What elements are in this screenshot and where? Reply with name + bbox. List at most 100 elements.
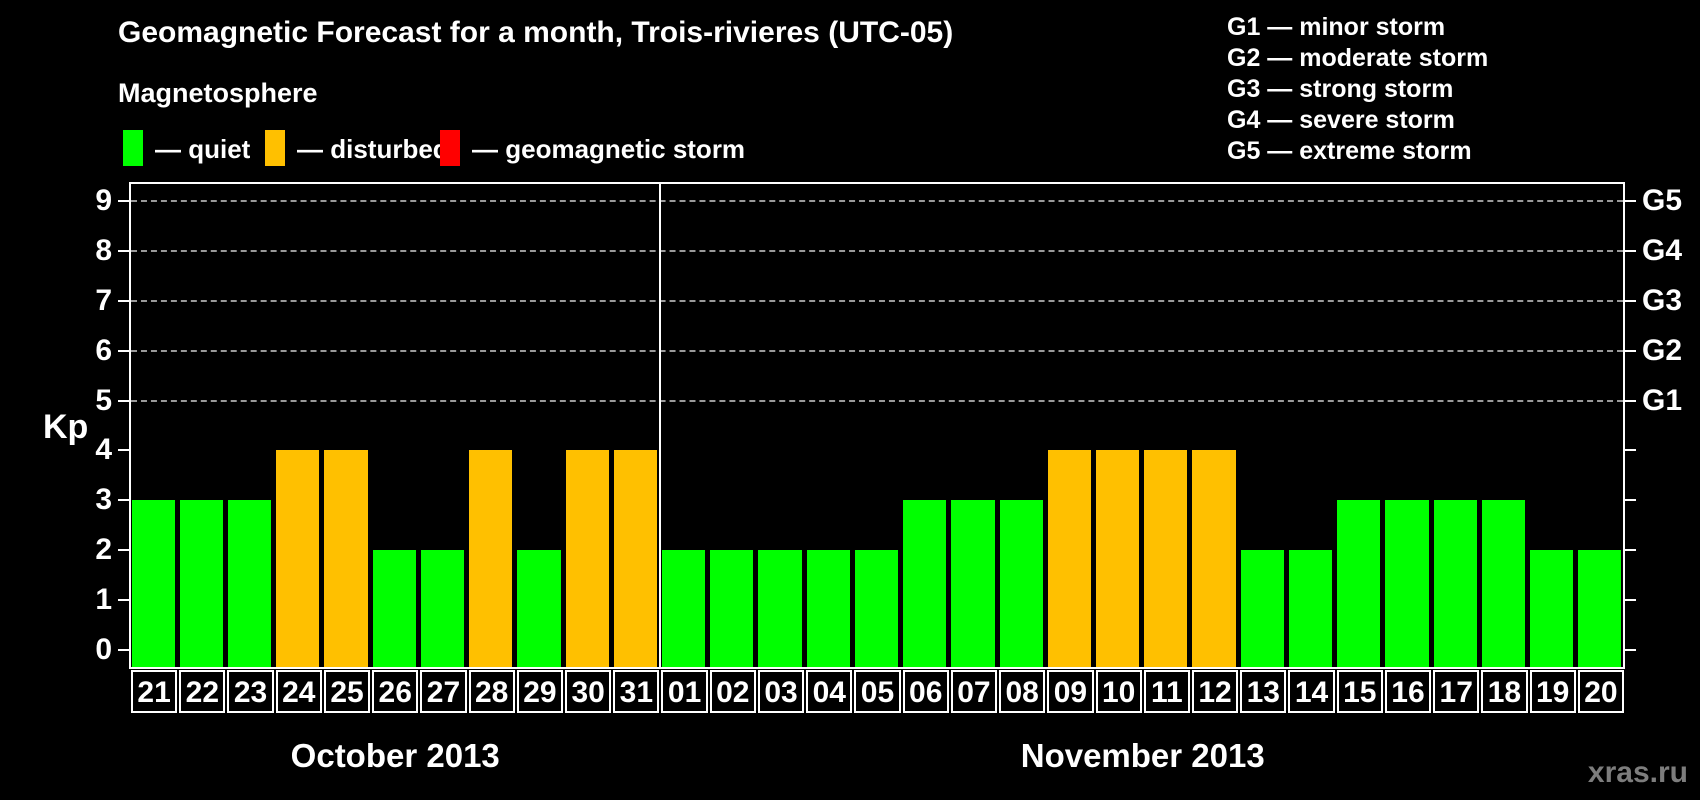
kp-bar-nov-01 [661,550,706,667]
kp-bar-nov-17 [1433,500,1477,667]
g-scale-legend: G1 — minor storm G2 — moderate storm G3 — … [1227,12,1488,167]
y-tick-left-5 [118,399,129,402]
day-label-nov-11: 11 [1143,670,1190,713]
day-label-oct-21: 21 [131,670,178,713]
y-tick-right-1 [1625,599,1636,602]
kp-bar-nov-12 [1192,450,1236,667]
y-tick-left-2 [118,549,129,552]
y-tick-label-7: 7 [95,283,112,317]
kp-bar-oct-28 [469,450,513,667]
gridline-kp-9 [131,199,1623,202]
kp-bar-oct-27 [420,550,465,667]
day-label-nov-01: 01 [661,670,708,713]
y-tick-left-1 [118,599,129,602]
day-label-oct-24: 24 [275,670,322,713]
day-label-oct-29: 29 [516,670,564,713]
gridline-kp-5 [131,399,1623,402]
gridline-kp-6 [131,349,1623,352]
day-label-nov-05: 05 [854,670,901,713]
kp-bar-nov-03 [758,550,802,667]
day-label-nov-20: 20 [1577,670,1624,713]
kp-bar-nov-06 [903,500,947,667]
kp-bar-nov-09 [1047,450,1091,667]
y-tick-right-6 [1625,349,1636,352]
y-tick-right-7 [1625,299,1636,302]
kp-bar-nov-04 [806,550,850,667]
y-tick-right-4 [1625,449,1636,452]
day-label-nov-12: 12 [1191,670,1239,713]
kp-bar-oct-21 [131,500,175,667]
y-tick-right-0 [1625,649,1636,651]
y-tick-left-3 [118,499,129,502]
day-label-nov-07: 07 [950,670,998,713]
y-tick-label-8: 8 [95,233,112,267]
legend-label-disturbed: — disturbed [297,134,449,164]
y-tick-right-9 [1625,199,1636,202]
day-label-nov-09: 09 [1047,670,1094,713]
watermark: xras.ru [1587,756,1688,789]
day-label-nov-13: 13 [1240,670,1287,713]
y-tick-right-8 [1625,249,1636,252]
day-label-oct-27: 27 [420,670,467,713]
kp-bar-oct-23 [227,500,272,667]
day-label-oct-31: 31 [613,670,660,713]
kp-bar-nov-14 [1288,550,1333,667]
y-tick-left-6 [118,349,129,352]
g-legend-item: G3 — strong storm [1227,75,1454,103]
month-separator [659,184,662,667]
y-tick-label-9: 9 [95,183,112,217]
y-tick-label-3: 3 [95,483,112,517]
y-tick-left-0 [118,649,129,651]
legend-swatch-quiet [123,130,143,166]
day-label-nov-08: 08 [999,670,1046,713]
g-level-label-G1: G1 [1642,383,1683,417]
y-tick-left-8 [118,249,129,252]
chart-subtitle: Magnetosphere [118,78,318,108]
g-level-label-G4: G4 [1642,233,1683,267]
g-legend-item: G5 — extreme storm [1227,137,1472,165]
y-tick-left-9 [118,199,129,202]
day-label-nov-14: 14 [1288,670,1335,713]
kp-bar-oct-29 [517,550,561,667]
g-level-label-G5: G5 [1642,183,1683,217]
legend-label-quiet: — quiet [155,134,251,164]
kp-bar-oct-30 [565,450,609,667]
day-label-nov-16: 16 [1384,670,1432,713]
g-legend-item: G1 — minor storm [1227,13,1446,41]
kp-bar-nov-05 [854,550,899,667]
y-tick-label-0: 0 [95,633,112,666]
y-tick-label-5: 5 [95,383,112,417]
kp-bar-nov-10 [1096,450,1140,667]
kp-bar-oct-24 [276,450,320,667]
kp-bar-nov-19 [1530,550,1574,667]
g-legend-item: G4 — severe storm [1227,106,1455,134]
kp-bar-nov-11 [1144,450,1188,667]
y-tick-label-4: 4 [95,433,112,467]
day-label-oct-22: 22 [179,670,226,713]
kp-bar-nov-20 [1578,550,1622,667]
gridline-kp-7 [131,299,1623,302]
day-label-oct-25: 25 [323,670,371,713]
day-label-oct-28: 28 [468,670,515,713]
y-tick-label-6: 6 [95,333,112,367]
day-label-nov-06: 06 [902,670,949,713]
day-label-nov-19: 19 [1529,670,1576,713]
y-axis-label: Kp [43,408,89,446]
y-tick-right-3 [1625,499,1636,502]
day-label-oct-30: 30 [565,670,612,713]
chart-title: Geomagnetic Forecast for a month, Trois-… [118,16,954,49]
legend-swatch-disturbed [265,130,285,166]
y-tick-label-2: 2 [95,533,112,567]
y-tick-left-7 [118,299,129,302]
day-label-oct-26: 26 [372,670,419,713]
legend-swatch-storm [440,130,460,166]
kp-bar-oct-31 [613,450,657,667]
kp-bar-oct-25 [324,450,368,667]
month-label-october-2013: October 2013 [290,737,500,774]
day-label-oct-23: 23 [227,670,274,713]
kp-bar-oct-26 [372,550,416,667]
day-label-nov-04: 04 [806,670,853,713]
day-label-nov-17: 17 [1433,670,1480,713]
day-label-nov-10: 10 [1095,670,1142,713]
